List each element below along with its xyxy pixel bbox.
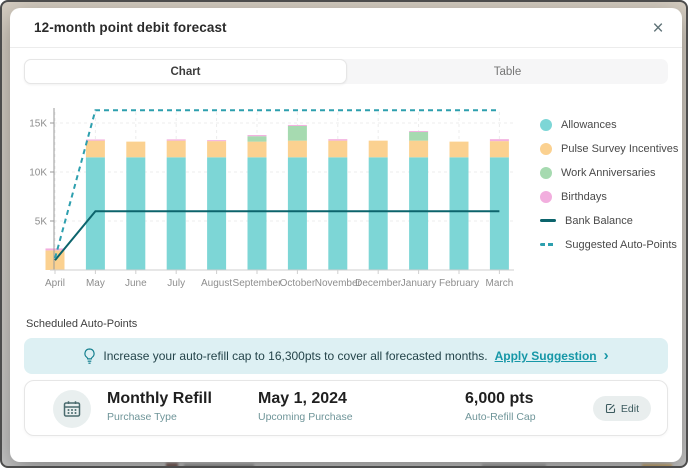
purchase-type-column: Monthly Refill Purchase Type [107,389,212,423]
background-smudge [482,464,546,466]
modal-header: 12-month point debit forecast × [10,8,682,48]
forecast-chart-svg: 5K 10K 15K April May June July August SeptemberO… [29,108,514,289]
pulse-survey-swatch-icon [540,142,552,155]
svg-text:July: July [167,278,185,289]
chevron-right-icon[interactable]: › [603,347,609,364]
svg-text:April: April [45,278,65,289]
auto-refill-cap-label: Auto-Refill Cap [465,411,536,423]
legend-item-suggested-auto-points[interactable]: Suggested Auto-Points [540,238,678,251]
legend-item-birthdays[interactable]: Birthdays [540,190,678,203]
auto-refill-cap-value: 6,000 pts [465,390,534,407]
svg-text:10K: 10K [29,168,47,179]
chart-table-tabs: Chart Table [24,59,668,84]
apply-suggestion-link[interactable]: Apply Suggestion [494,349,597,363]
svg-text:October: October [280,278,316,289]
legend-item-pulse-survey-incentives[interactable]: Pulse Survey Incentives [540,142,678,155]
allowances-swatch-icon [540,118,552,131]
auto-refill-card: Monthly Refill Purchase Type May 1, 2024… [24,380,668,436]
chart-legend: Allowances Pulse Survey Incentives Work … [540,118,678,251]
forecast-chart: 5K 10K 15K April May June July August September O… [28,98,528,298]
svg-text:December: December [355,278,402,289]
purchase-type-label: Purchase Type [107,411,177,423]
edit-button-label: Edit [620,402,639,415]
birthdays-swatch-icon [540,190,552,203]
bank-balance-line-icon [540,219,556,222]
background-smudge [184,464,254,466]
svg-text:May: May [86,278,105,289]
legend-item-allowances[interactable]: Allowances [540,118,678,131]
tab-table[interactable]: Table [493,65,522,78]
calendar-icon [53,390,91,428]
svg-text:15K: 15K [29,119,47,130]
tab-chart[interactable]: Chart [24,59,347,84]
purchase-type-value: Monthly Refill [107,390,212,407]
legend-item-bank-balance[interactable]: Bank Balance [540,214,678,227]
auto-refill-cap-column: 6,000 pts Auto-Refill Cap [465,389,536,423]
work-anniversaries-swatch-icon [540,166,552,179]
close-icon[interactable]: × [652,17,664,39]
suggestion-banner: Increase your auto-refill cap to 16,300p… [24,338,668,374]
svg-text:5K: 5K [35,217,48,228]
edit-pencil-icon [605,403,616,414]
modal-title: 12-month point debit forecast [34,20,227,35]
legend-item-work-anniversaries[interactable]: Work Anniversaries [540,166,678,179]
svg-text:November: November [315,278,362,289]
svg-text:September: September [233,278,283,289]
suggested-auto-points-dashed-line-icon [540,243,556,246]
svg-text:March: March [486,278,514,289]
edit-button[interactable]: Edit [592,396,651,421]
forecast-modal: 12-month point debit forecast × Chart Ta… [10,8,682,462]
background-smudge [642,464,672,466]
lightbulb-icon [83,348,96,364]
scheduled-auto-points-heading: Scheduled Auto-Points [26,318,138,330]
suggestion-message: Increase your auto-refill cap to 16,300p… [103,349,488,363]
background-smudge [166,463,178,466]
svg-text:June: June [125,278,147,289]
upcoming-purchase-column: May 1, 2024 Upcoming Purchase [258,389,353,423]
upcoming-purchase-label: Upcoming Purchase [258,411,353,423]
upcoming-purchase-value: May 1, 2024 [258,390,347,407]
svg-text:August: August [201,278,232,289]
svg-text:February: February [439,278,479,289]
svg-text:January: January [401,278,437,289]
